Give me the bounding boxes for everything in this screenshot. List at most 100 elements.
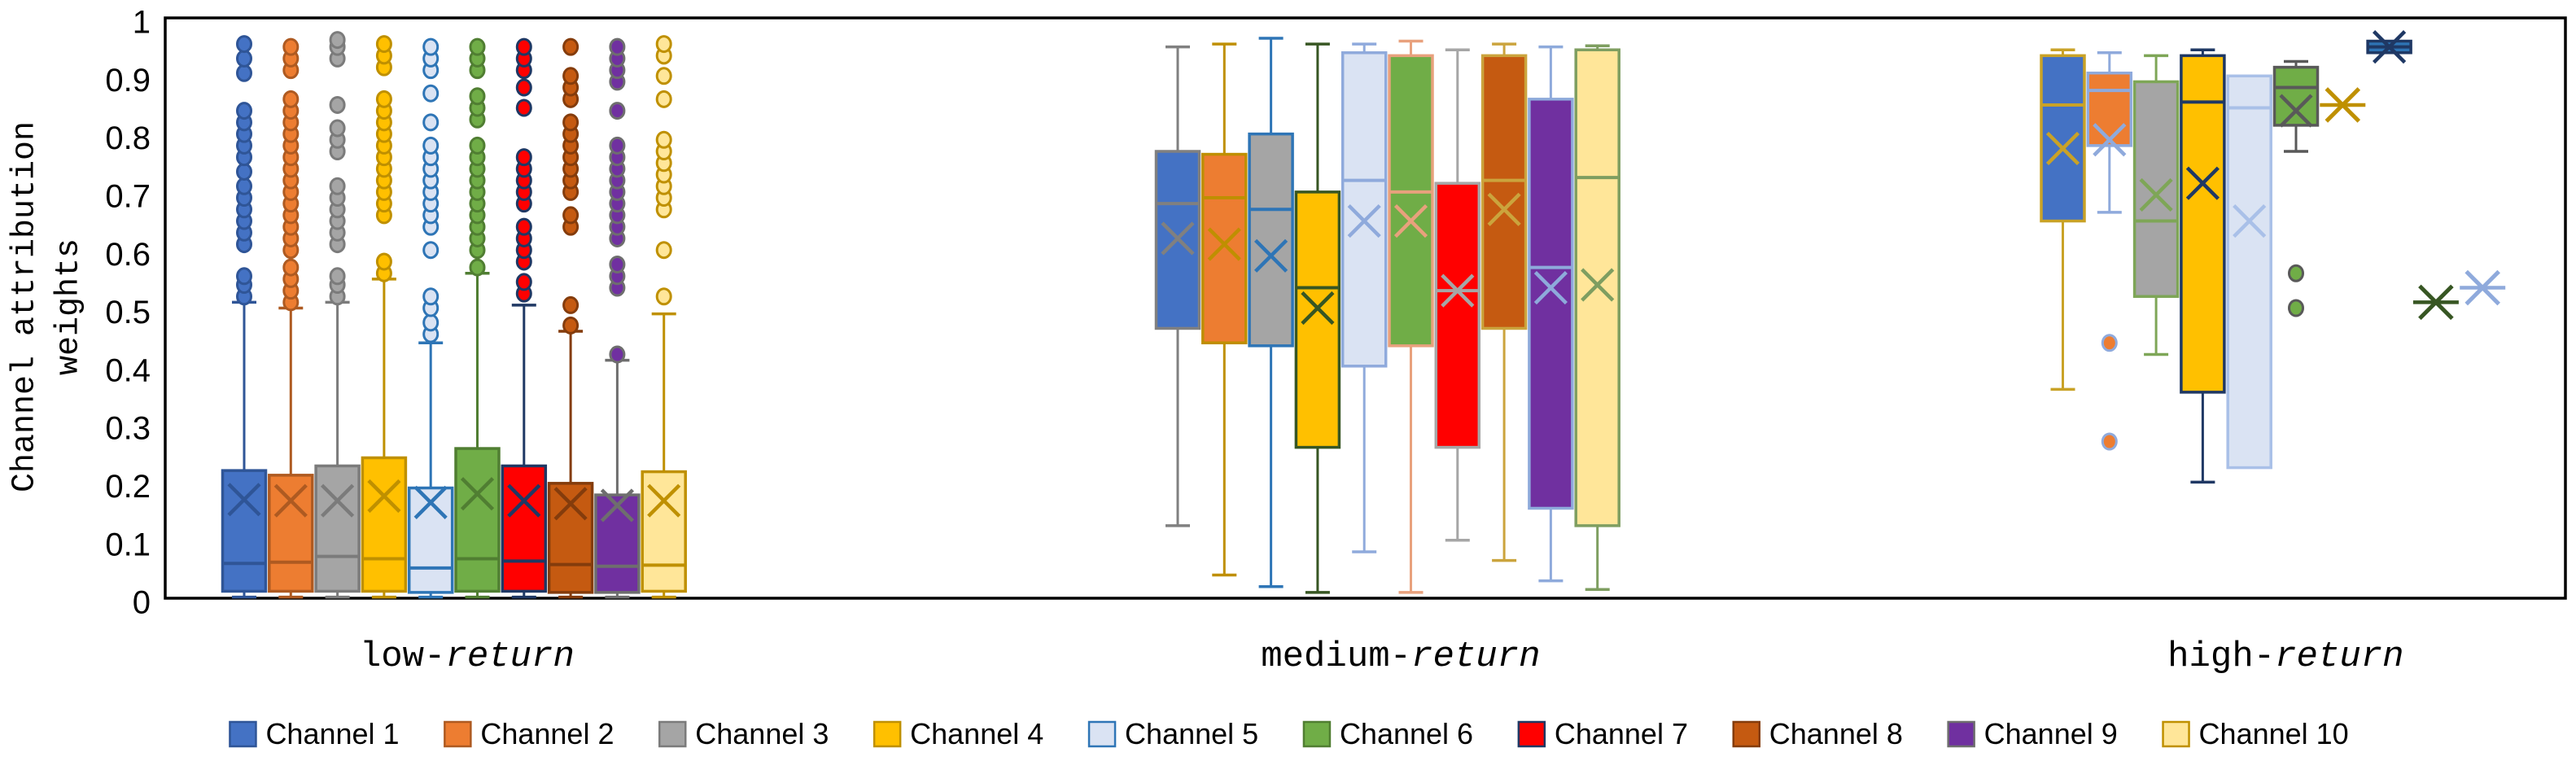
mean-x-marker	[2093, 123, 2127, 157]
boxplot-low-return-channel-8	[547, 37, 594, 599]
legend-item-channel-6: Channel 6	[1302, 717, 1473, 750]
boxplot-low-return-channel-9	[594, 37, 641, 599]
boxplot-high-return-channel-10	[2460, 269, 2506, 306]
legend-item-channel-1: Channel 1	[229, 717, 400, 750]
outlier-dot	[469, 37, 486, 56]
box	[268, 474, 314, 593]
box	[361, 456, 408, 593]
legend-swatch	[1302, 720, 1332, 748]
mean-x-marker	[647, 483, 681, 518]
mean-x-marker	[2279, 94, 2313, 128]
box	[1528, 98, 1574, 510]
outlier-dot	[329, 95, 346, 114]
legend-label: Channel 4	[910, 717, 1043, 750]
outlier-dot	[422, 113, 440, 132]
y-axis-title: weights	[51, 238, 88, 375]
mean-x-marker	[1207, 227, 1241, 261]
box	[1340, 51, 1388, 368]
boxplot-high-return-channel-1	[2040, 48, 2086, 391]
y-tick-label: 0.3	[105, 411, 151, 447]
box	[1388, 54, 1434, 348]
outlier-dot	[469, 87, 486, 106]
outlier-dot	[562, 206, 579, 225]
box	[501, 464, 548, 593]
outlier-dot	[236, 102, 252, 120]
mean-x-marker	[367, 479, 401, 514]
boxplot-medium-return-channel-5	[1340, 42, 1388, 553]
mean-x-marker	[2233, 203, 2267, 238]
legend-swatch	[1087, 720, 1117, 748]
legend-item-channel-7: Channel 7	[1517, 717, 1688, 750]
outlier-dot	[469, 136, 486, 155]
boxplot-medium-return-channel-6	[1388, 39, 1434, 594]
box	[2226, 74, 2272, 470]
legend-label: Channel 9	[1984, 717, 2118, 750]
boxplot-high-return-channel-5	[2226, 74, 2272, 470]
boxplot-high-return-channel-8	[2366, 30, 2412, 64]
box	[314, 464, 361, 593]
box	[407, 486, 454, 594]
outlier-dot	[236, 267, 252, 286]
outlier-dot	[236, 63, 252, 82]
legend-swatch	[1517, 720, 1546, 748]
outlier-dot	[422, 84, 440, 103]
y-tick-label: 0.6	[105, 237, 151, 273]
legend-label: Channel 10	[2199, 717, 2349, 750]
boxplot-medium-return-channel-7	[1434, 48, 1481, 542]
outlier-dot	[609, 345, 626, 364]
outlier-dot	[562, 295, 579, 314]
outlier-dot	[2101, 432, 2118, 451]
legend-item-channel-3: Channel 3	[658, 717, 829, 750]
outlier-dot	[515, 273, 532, 291]
boxplot-low-return-channel-5	[407, 37, 454, 599]
legend-label: Channel 5	[1125, 717, 1258, 750]
outlier-dot	[375, 90, 392, 108]
boxplot-high-return-channel-4	[2180, 48, 2226, 484]
outlier-dot	[282, 258, 300, 277]
mean-x-marker	[2464, 269, 2500, 306]
boxplot-low-return-channel-1	[221, 35, 268, 599]
outlier-dot	[562, 37, 579, 56]
box	[454, 447, 501, 593]
outlier-dot	[655, 67, 672, 85]
x-category-label: medium-return	[1261, 636, 1540, 677]
box	[2180, 54, 2226, 394]
boxplot-medium-return-channel-1	[1154, 45, 1201, 527]
mean-x-marker	[600, 488, 634, 523]
y-tick-label: 0.8	[105, 120, 151, 156]
box	[2132, 80, 2180, 298]
mean-x-marker	[1533, 270, 1568, 305]
boxplot-medium-return-channel-9	[1528, 45, 1574, 583]
boxplot-low-return-channel-4	[361, 35, 408, 599]
legend-item-channel-8: Channel 8	[1732, 717, 1903, 750]
outlier-dot	[515, 148, 532, 167]
mean-x-marker	[2185, 166, 2220, 200]
boxplot-high-return-channel-3	[2132, 54, 2180, 356]
outlier-dot	[282, 90, 300, 108]
boxplot-low-return-channel-6	[454, 37, 501, 599]
mean-x-marker	[321, 483, 355, 518]
y-axis-title: Channel attribution	[7, 121, 44, 492]
outlier-dot	[609, 256, 626, 274]
legend-swatch	[444, 720, 472, 748]
outlier-dot	[609, 136, 626, 155]
y-tick-label: 0.5	[105, 295, 151, 330]
box	[1248, 132, 1294, 348]
boxplot-low-return-channel-3	[314, 31, 361, 599]
outlier-dot	[469, 258, 486, 277]
box	[2040, 54, 2086, 223]
boxplot-high-return-channel-7	[2320, 87, 2366, 123]
boxplot-medium-return-channel-10	[1574, 44, 1620, 592]
outlier-dot	[515, 98, 532, 117]
box	[1201, 152, 1248, 345]
y-tick-label: 0.4	[105, 352, 151, 388]
outlier-dot	[2288, 299, 2304, 317]
outlier-dot	[2101, 334, 2118, 352]
outlier-dot	[515, 78, 532, 97]
mean-x-marker	[2373, 30, 2407, 64]
mean-x-marker	[1301, 291, 1335, 326]
box	[547, 482, 594, 594]
legend-item-channel-2: Channel 2	[444, 717, 614, 750]
